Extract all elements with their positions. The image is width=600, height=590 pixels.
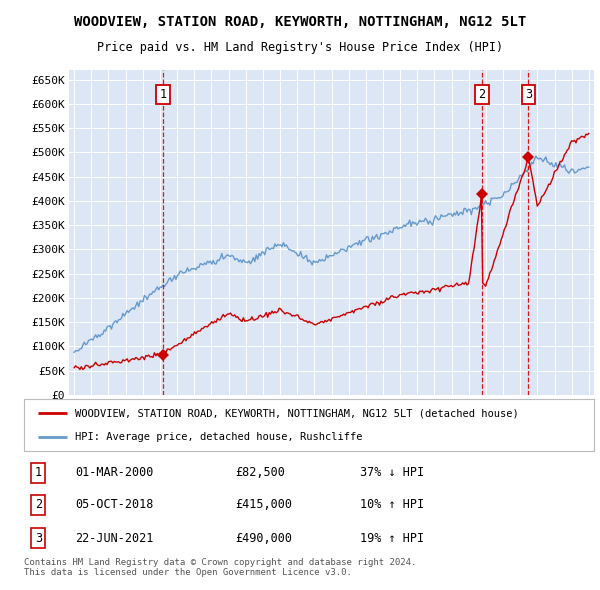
Text: 1: 1 — [159, 88, 166, 101]
Text: 1: 1 — [35, 467, 42, 480]
Text: 2: 2 — [35, 499, 42, 512]
Text: £490,000: £490,000 — [235, 532, 292, 545]
Text: 05-OCT-2018: 05-OCT-2018 — [76, 499, 154, 512]
Text: 22-JUN-2021: 22-JUN-2021 — [76, 532, 154, 545]
Text: 3: 3 — [35, 532, 42, 545]
Text: 10% ↑ HPI: 10% ↑ HPI — [360, 499, 424, 512]
Text: 19% ↑ HPI: 19% ↑ HPI — [360, 532, 424, 545]
Text: Price paid vs. HM Land Registry's House Price Index (HPI): Price paid vs. HM Land Registry's House … — [97, 41, 503, 54]
Text: 37% ↓ HPI: 37% ↓ HPI — [360, 467, 424, 480]
Text: £82,500: £82,500 — [235, 467, 285, 480]
Text: WOODVIEW, STATION ROAD, KEYWORTH, NOTTINGHAM, NG12 5LT: WOODVIEW, STATION ROAD, KEYWORTH, NOTTIN… — [74, 15, 526, 29]
Text: 2: 2 — [478, 88, 485, 101]
Text: WOODVIEW, STATION ROAD, KEYWORTH, NOTTINGHAM, NG12 5LT (detached house): WOODVIEW, STATION ROAD, KEYWORTH, NOTTIN… — [76, 408, 519, 418]
Text: HPI: Average price, detached house, Rushcliffe: HPI: Average price, detached house, Rush… — [76, 432, 363, 442]
Text: 3: 3 — [525, 88, 532, 101]
Text: 01-MAR-2000: 01-MAR-2000 — [76, 467, 154, 480]
Text: £415,000: £415,000 — [235, 499, 292, 512]
Text: Contains HM Land Registry data © Crown copyright and database right 2024.
This d: Contains HM Land Registry data © Crown c… — [24, 558, 416, 578]
